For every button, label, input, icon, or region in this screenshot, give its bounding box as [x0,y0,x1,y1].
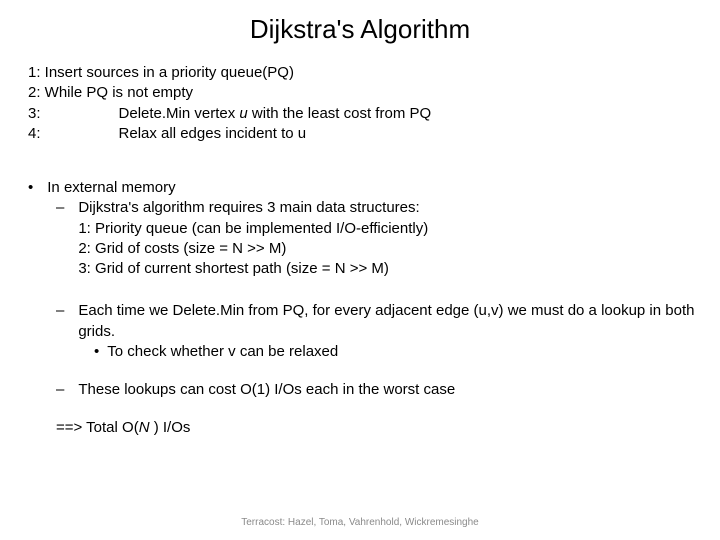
structures-line-2: 2: Grid of costs (size = N >> M) [78,239,696,259]
bullet-external-memory: • In external memory [28,178,696,198]
structures-line-3: 3: Grid of current shortest path (size =… [78,259,696,279]
bullet-dash-icon: – [56,198,78,279]
bullet-worstcase-text: These lookups can cost O(1) I/Os each in… [78,380,696,400]
algo-line-3-var: u [239,105,247,122]
bullet-relax-check-text: To check whether v can be relaxed [107,342,696,362]
bullet-dash-icon: – [56,380,78,400]
bullet-structures: – Dijkstra's algorithm requires 3 main d… [28,198,696,279]
footer-credits: Terracost: Hazel, Toma, Vahrenhold, Wick… [0,517,720,528]
algo-line-4-text: Relax all edges incident to u [41,124,307,144]
bullet-structures-text: Dijkstra's algorithm requires 3 main dat… [78,198,696,218]
conclusion-pre: ==> Total O( [56,419,139,436]
slide-title: Dijkstra's Algorithm [0,0,720,53]
conclusion: ==> Total O(N ) I/Os [28,418,696,438]
algo-line-4-num: 4: [28,125,41,142]
bullet-worstcase: – These lookups can cost O(1) I/Os each … [28,380,696,400]
slide: Dijkstra's Algorithm 1: Insert sources i… [0,0,720,540]
bullet-dot-icon: • [94,342,107,362]
algo-line-3: 3: Delete.Min vertex u with the least cos… [28,104,720,124]
conclusion-post: ) I/Os [150,419,191,436]
conclusion-var: N [139,419,150,436]
algo-line-2: 2: While PQ is not empty [28,83,720,103]
algorithm-block: 1: Insert sources in a priority queue(PQ… [0,63,720,144]
algo-line-1: 1: Insert sources in a priority queue(PQ… [28,63,720,83]
algo-line-3-num: 3: [28,105,41,122]
algo-line-4: 4:Relax all edges incident to u [28,124,720,144]
body-block: • In external memory – Dijkstra's algori… [0,178,720,439]
structures-line-1: 1: Priority queue (can be implemented I/… [78,219,696,239]
algo-line-3-post: with the least cost from PQ [248,105,431,122]
bullet-lookup: – Each time we Delete.Min from PQ, for e… [28,301,696,342]
algo-line-3-pre: Delete.Min vertex [119,105,240,122]
bullet-relax-check: • To check whether v can be relaxed [28,342,696,362]
bullet-lookup-text: Each time we Delete.Min from PQ, for eve… [78,301,696,342]
bullet-dot-icon: • [28,178,47,198]
bullet-dash-icon: – [56,301,78,342]
bullet-external-memory-text: In external memory [47,178,696,198]
